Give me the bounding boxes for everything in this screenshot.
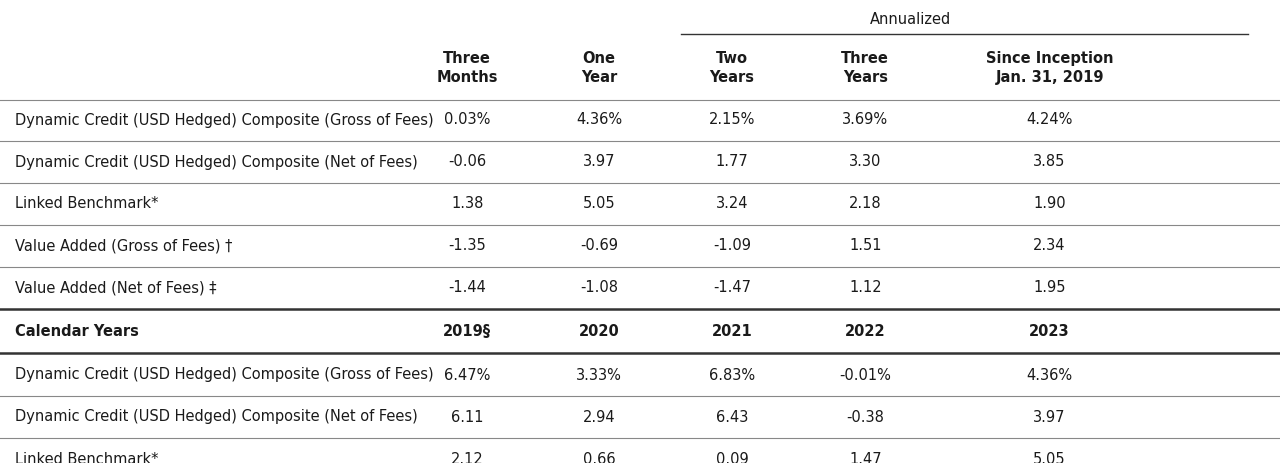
Text: Dynamic Credit (USD Hedged) Composite (Gross of Fees): Dynamic Credit (USD Hedged) Composite (G… bbox=[15, 368, 434, 382]
Text: 0.03%: 0.03% bbox=[444, 113, 490, 127]
Text: -1.35: -1.35 bbox=[448, 238, 486, 254]
Text: 2.12: 2.12 bbox=[451, 451, 484, 463]
Text: 2021: 2021 bbox=[712, 324, 753, 338]
Text: 6.47%: 6.47% bbox=[444, 368, 490, 382]
Text: -1.47: -1.47 bbox=[713, 281, 751, 295]
Text: One
Year: One Year bbox=[581, 51, 617, 85]
Text: 0.66: 0.66 bbox=[582, 451, 616, 463]
Text: 1.90: 1.90 bbox=[1033, 196, 1066, 212]
Text: 1.12: 1.12 bbox=[849, 281, 882, 295]
Text: 6.83%: 6.83% bbox=[709, 368, 755, 382]
Text: Two
Years: Two Years bbox=[709, 51, 755, 85]
Text: 2.18: 2.18 bbox=[849, 196, 882, 212]
Text: Three
Months: Three Months bbox=[436, 51, 498, 85]
Text: 3.69%: 3.69% bbox=[842, 113, 888, 127]
Text: 6.11: 6.11 bbox=[451, 409, 484, 425]
Text: 2.94: 2.94 bbox=[582, 409, 616, 425]
Text: 2023: 2023 bbox=[1029, 324, 1070, 338]
Text: 2020: 2020 bbox=[579, 324, 620, 338]
Text: 0.09: 0.09 bbox=[716, 451, 749, 463]
Text: Linked Benchmark*: Linked Benchmark* bbox=[15, 196, 159, 212]
Text: 1.77: 1.77 bbox=[716, 155, 749, 169]
Text: Dynamic Credit (USD Hedged) Composite (Net of Fees): Dynamic Credit (USD Hedged) Composite (N… bbox=[15, 155, 419, 169]
Text: 3.24: 3.24 bbox=[716, 196, 749, 212]
Text: 1.51: 1.51 bbox=[849, 238, 882, 254]
Text: Linked Benchmark*: Linked Benchmark* bbox=[15, 451, 159, 463]
Text: -0.69: -0.69 bbox=[580, 238, 618, 254]
Text: -0.01%: -0.01% bbox=[840, 368, 891, 382]
Text: Dynamic Credit (USD Hedged) Composite (Gross of Fees): Dynamic Credit (USD Hedged) Composite (G… bbox=[15, 113, 434, 127]
Text: 4.24%: 4.24% bbox=[1027, 113, 1073, 127]
Text: 5.05: 5.05 bbox=[1033, 451, 1066, 463]
Text: Three
Years: Three Years bbox=[841, 51, 890, 85]
Text: Calendar Years: Calendar Years bbox=[15, 324, 140, 338]
Text: 1.47: 1.47 bbox=[849, 451, 882, 463]
Text: 2.34: 2.34 bbox=[1033, 238, 1066, 254]
Text: Since Inception
Jan. 31, 2019: Since Inception Jan. 31, 2019 bbox=[986, 51, 1114, 85]
Text: 3.97: 3.97 bbox=[582, 155, 616, 169]
Text: -0.38: -0.38 bbox=[846, 409, 884, 425]
Text: Dynamic Credit (USD Hedged) Composite (Net of Fees): Dynamic Credit (USD Hedged) Composite (N… bbox=[15, 409, 419, 425]
Text: -1.09: -1.09 bbox=[713, 238, 751, 254]
Text: 4.36%: 4.36% bbox=[576, 113, 622, 127]
Text: Value Added (Gross of Fees) †: Value Added (Gross of Fees) † bbox=[15, 238, 233, 254]
Text: 2019§: 2019§ bbox=[443, 324, 492, 338]
Text: 5.05: 5.05 bbox=[582, 196, 616, 212]
Text: 3.33%: 3.33% bbox=[576, 368, 622, 382]
Text: 6.43: 6.43 bbox=[716, 409, 749, 425]
Text: -1.08: -1.08 bbox=[580, 281, 618, 295]
Text: 1.95: 1.95 bbox=[1033, 281, 1066, 295]
Text: 2.15%: 2.15% bbox=[709, 113, 755, 127]
Text: -0.06: -0.06 bbox=[448, 155, 486, 169]
Text: 3.85: 3.85 bbox=[1033, 155, 1066, 169]
Text: -1.44: -1.44 bbox=[448, 281, 486, 295]
Text: Value Added (Net of Fees) ‡: Value Added (Net of Fees) ‡ bbox=[15, 281, 216, 295]
Text: 3.30: 3.30 bbox=[849, 155, 882, 169]
Text: 3.97: 3.97 bbox=[1033, 409, 1066, 425]
Text: 4.36%: 4.36% bbox=[1027, 368, 1073, 382]
Text: Annualized: Annualized bbox=[869, 13, 951, 27]
Text: 1.38: 1.38 bbox=[451, 196, 484, 212]
Text: 2022: 2022 bbox=[845, 324, 886, 338]
